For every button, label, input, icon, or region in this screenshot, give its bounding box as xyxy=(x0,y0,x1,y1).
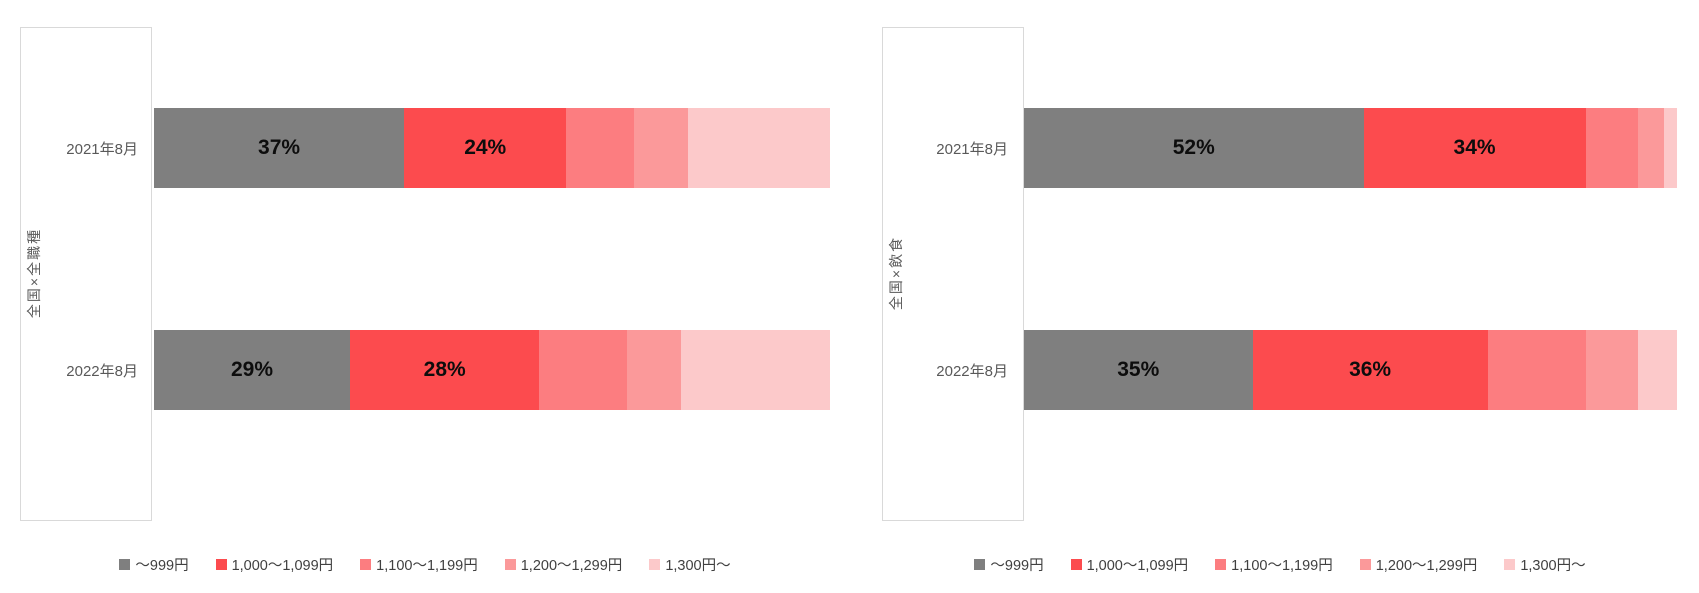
legend: ～999円 1,000～1,099円 1,100～1,199円 1,200～1,299… xyxy=(25,551,825,577)
legend-label: ～999円 xyxy=(990,557,1044,574)
bar-segment xyxy=(681,330,830,410)
legend: ～999円 1,000～1,099円 1,100～1,199円 1,200～1,299… xyxy=(880,551,1680,577)
data-label: 29% xyxy=(231,358,274,381)
stacked-bar: 37% 24% xyxy=(154,108,830,188)
plot-area-border xyxy=(882,27,1024,521)
stacked-bar: 35% 36% xyxy=(1024,330,1677,410)
data-label: 36% xyxy=(1349,358,1392,381)
bar-segment xyxy=(539,330,628,410)
legend-label: 1,200～1,299円 xyxy=(520,557,623,574)
legend-item: 1,300円～ xyxy=(1504,554,1586,575)
legend-swatch xyxy=(360,558,372,570)
bar-segment: 34% xyxy=(1363,108,1586,188)
bar-segment xyxy=(566,108,634,188)
legend-swatch xyxy=(974,558,986,570)
legend-item: 1,000～1,099円 xyxy=(1070,554,1189,575)
legend-label: 1,100～1,199円 xyxy=(376,557,478,574)
bar-segment xyxy=(633,108,689,188)
bar-segment xyxy=(1487,330,1586,410)
legend-item: 1,200～1,299円 xyxy=(504,554,623,575)
bar-segment: 52% xyxy=(1024,108,1364,188)
legend-label: 1,300円～ xyxy=(665,557,731,574)
data-label: 28% xyxy=(423,358,466,381)
legend-label: 1,300円～ xyxy=(1520,557,1586,574)
legend-label: ～999円 xyxy=(135,557,189,574)
legend-swatch xyxy=(504,558,516,570)
bar-segment: 35% xyxy=(1024,330,1253,410)
legend-item: 1,000～1,099円 xyxy=(215,554,334,575)
bar-segment xyxy=(1663,108,1677,188)
bar-segment xyxy=(627,330,682,410)
bar-segment xyxy=(1585,108,1638,188)
legend-swatch xyxy=(1359,558,1371,570)
data-label: 37% xyxy=(258,136,301,159)
data-label: 24% xyxy=(464,136,507,159)
legend-item: 1,100～1,199円 xyxy=(1215,554,1333,575)
data-label: 35% xyxy=(1117,358,1160,381)
category-label: 2022年8月 xyxy=(66,362,138,380)
data-label: 52% xyxy=(1172,136,1215,159)
legend-label: 1,000～1,099円 xyxy=(231,557,334,574)
bar-segment xyxy=(688,108,830,188)
data-label: 34% xyxy=(1453,136,1496,159)
bar-segment xyxy=(1637,108,1664,188)
bar-segment: 36% xyxy=(1252,330,1488,410)
category-label: 2021年8月 xyxy=(66,140,138,158)
bar-segment: 24% xyxy=(404,108,567,188)
legend-swatch xyxy=(1215,558,1227,570)
stacked-bar: 29% 28% xyxy=(154,330,830,410)
legend-item: 1,200～1,299円 xyxy=(1359,554,1478,575)
bar-segment: 37% xyxy=(154,108,405,188)
plot-area-border xyxy=(20,27,152,521)
y-axis-title: 全国×飲食 xyxy=(888,235,904,311)
stacked-bar: 52% 34% xyxy=(1024,108,1677,188)
bar-segment: 28% xyxy=(350,330,540,410)
legend-swatch xyxy=(119,558,131,570)
legend-item: ～999円 xyxy=(974,554,1044,575)
legend-item: 1,300円～ xyxy=(649,554,731,575)
legend-swatch xyxy=(1504,558,1516,570)
y-axis-title: 全国×全職種 xyxy=(26,227,42,319)
bar-segment xyxy=(1637,330,1677,410)
bar-segment: 29% xyxy=(154,330,351,410)
legend-item: 1,100～1,199円 xyxy=(360,554,478,575)
legend-swatch xyxy=(649,558,661,570)
legend-label: 1,000～1,099円 xyxy=(1086,557,1189,574)
category-label: 2022年8月 xyxy=(936,362,1008,380)
category-label: 2021年8月 xyxy=(936,140,1008,158)
legend-swatch xyxy=(1070,558,1082,570)
bar-segment xyxy=(1585,330,1638,410)
legend-swatch xyxy=(215,558,227,570)
legend-item: ～999円 xyxy=(119,554,189,575)
legend-label: 1,100～1,199円 xyxy=(1231,557,1333,574)
legend-label: 1,200～1,299円 xyxy=(1375,557,1478,574)
